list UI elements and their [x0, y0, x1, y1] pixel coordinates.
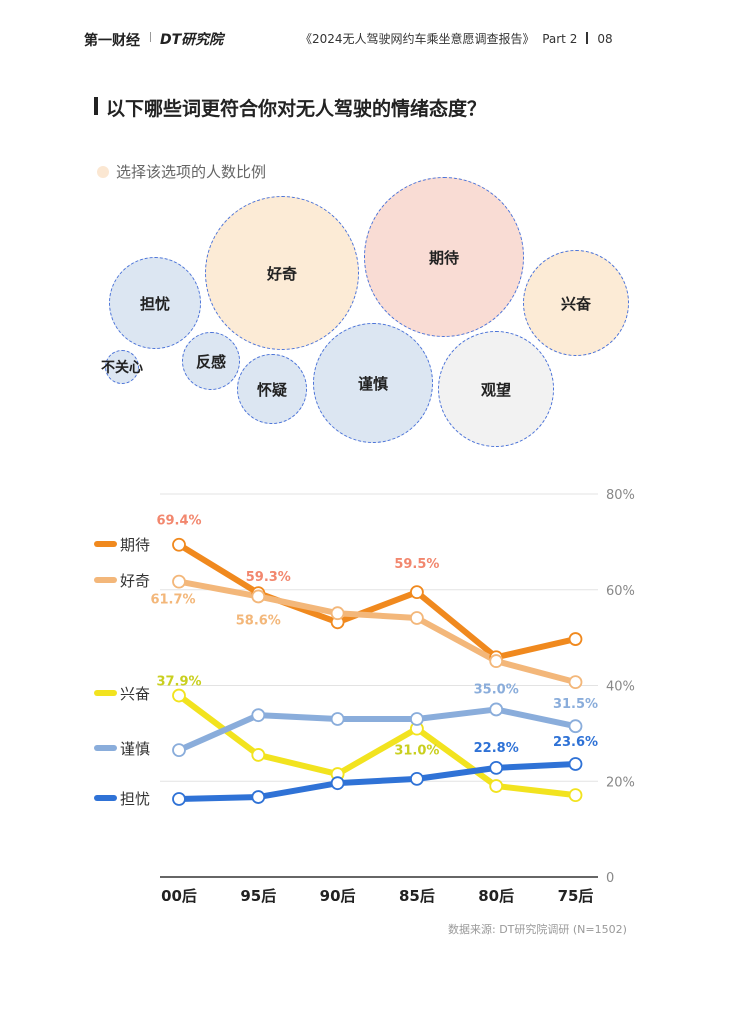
- data-point: [568, 675, 583, 690]
- x-tick-label: 80后: [478, 887, 514, 905]
- data-point: [568, 757, 583, 771]
- y-tick-label: 60%: [606, 584, 635, 599]
- data-point: [568, 788, 583, 803]
- data-point: [172, 537, 186, 552]
- report-header: 《2024无人驾驶网约车乘坐意愿调查报告》 Part 2 08: [300, 30, 613, 47]
- title-marker: [94, 97, 98, 115]
- bubble-8: 兴奋: [523, 250, 629, 356]
- data-point: [251, 708, 266, 723]
- data-label: 59.3%: [246, 570, 291, 585]
- bubble-label: 谨慎: [357, 374, 388, 393]
- bubble-label: 兴奋: [560, 294, 591, 313]
- dt-logo: DT研究院: [160, 32, 224, 48]
- data-point: [489, 760, 504, 775]
- data-label: 22.8%: [474, 741, 519, 756]
- series-line-1: [178, 578, 577, 686]
- x-tick-label: 00后: [161, 887, 197, 905]
- legend-label: 好奇: [120, 572, 150, 590]
- bubble-label: 不关心: [101, 360, 143, 376]
- data-label: 59.5%: [394, 557, 439, 572]
- line-chart: 0 20% 40% 60% 80% 00后 95后 90后 85后 80后 75后 期待好奇兴奋谨慎担…: [94, 488, 635, 905]
- data-point: [489, 779, 504, 793]
- series-line-2: [177, 693, 576, 799]
- y-tick-label: 0: [606, 871, 614, 886]
- x-tick-label: 75后: [558, 887, 594, 905]
- series-line-0: [177, 542, 577, 661]
- data-point: [172, 688, 186, 703]
- data-label: 23.6%: [553, 735, 598, 750]
- legend-label: 兴奋: [120, 685, 150, 703]
- data-point: [172, 792, 186, 806]
- data-point: [251, 748, 266, 762]
- bubble-label: 期待: [428, 248, 459, 267]
- y-tick-label: 40%: [606, 680, 635, 695]
- bubble-label: 好奇: [266, 264, 297, 283]
- bubble-legend: 选择该选项的人数比例: [116, 163, 267, 181]
- y-tick-label: 80%: [606, 488, 635, 503]
- data-label: 31.0%: [394, 744, 439, 759]
- x-tick-label: 90后: [320, 887, 356, 905]
- bubble-1: 担忧: [109, 257, 201, 349]
- bubble-2: 反感: [182, 332, 240, 390]
- data-point: [172, 574, 186, 589]
- data-label: 37.9%: [156, 675, 201, 690]
- data-point: [409, 712, 424, 726]
- data-point: [409, 771, 424, 786]
- legend-dot: [97, 166, 109, 178]
- legend-label: 谨慎: [120, 740, 150, 758]
- data-point: [251, 589, 266, 604]
- data-point: [568, 632, 583, 646]
- bubble-label: 观望: [480, 380, 511, 399]
- page-title: 以下哪些词更符合你对无人驾驶的情绪态度？: [106, 98, 487, 120]
- part-label: Part 2: [542, 32, 578, 46]
- bubble-3: 怀疑: [237, 354, 307, 424]
- report-title: 《2024无人驾驶网约车乘坐意愿调查报告》: [300, 32, 535, 46]
- bubble-6: 期待: [364, 177, 524, 337]
- data-point: [251, 790, 266, 804]
- bubble-label: 反感: [195, 352, 226, 371]
- data-point: [409, 585, 424, 600]
- cbn-logo: 第一财经: [84, 33, 140, 49]
- legend-label: 担忧: [120, 790, 150, 808]
- series-line-4: [178, 761, 576, 802]
- data-point: [568, 719, 583, 734]
- bubble-7: 观望: [438, 331, 554, 447]
- legend-label: 期待: [120, 536, 150, 554]
- logo-divider: [150, 32, 151, 42]
- series-line-3: [177, 706, 577, 753]
- data-point: [330, 712, 345, 726]
- data-label: 69.4%: [156, 514, 201, 529]
- x-tick-label: 85后: [399, 887, 435, 905]
- data-label: 31.5%: [553, 697, 598, 712]
- data-point: [172, 743, 186, 758]
- data-point: [489, 702, 504, 717]
- x-tick-label: 95后: [240, 887, 276, 905]
- data-point: [330, 776, 345, 791]
- bubble-label: 担忧: [139, 294, 170, 313]
- data-label: 35.0%: [474, 682, 519, 697]
- bubble-4: 好奇: [205, 196, 359, 350]
- header-divider: [586, 32, 589, 44]
- data-label: 61.7%: [150, 593, 195, 608]
- y-tick-label: 20%: [606, 775, 635, 790]
- data-point: [489, 654, 504, 668]
- bubble-label: 怀疑: [256, 380, 287, 399]
- data-point: [330, 606, 345, 621]
- bubble-0: 不关心: [101, 350, 143, 384]
- data-label: 58.6%: [236, 613, 281, 628]
- page-number: 08: [597, 32, 613, 46]
- bubble-5: 谨慎: [313, 323, 433, 443]
- data-point: [409, 611, 424, 625]
- data-source: 数据来源: DT研究院调研 (N=1502): [448, 923, 627, 936]
